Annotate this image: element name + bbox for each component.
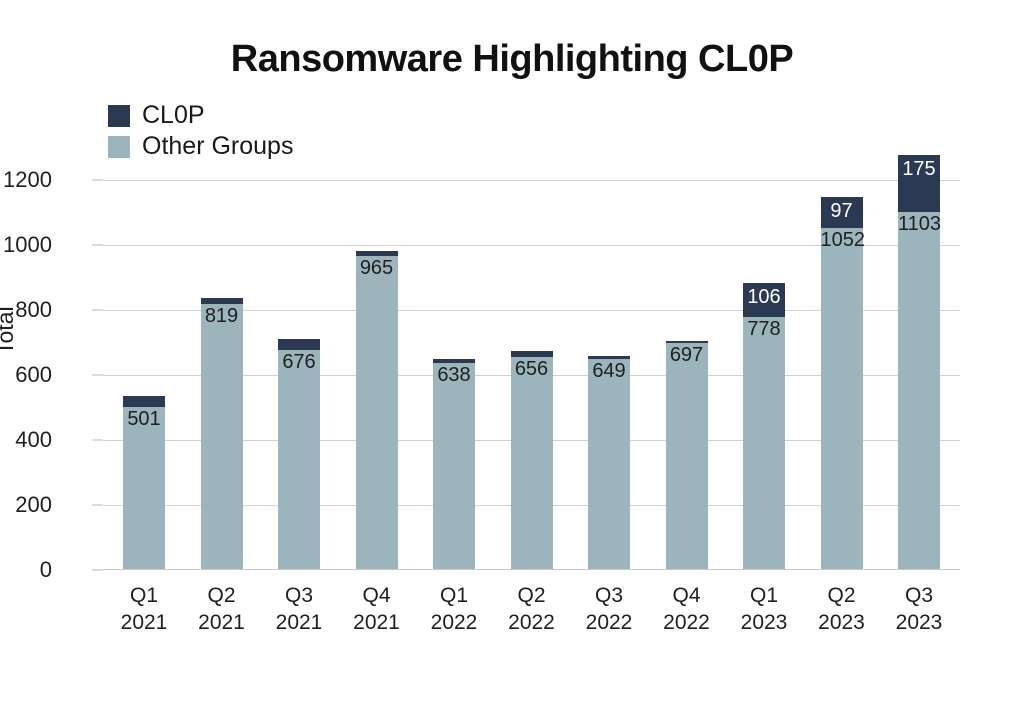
bar-segment-clop[interactable] — [510, 350, 553, 357]
x-axis-tick-label: Q3 2021 — [275, 584, 323, 634]
bar-segment-other-groups[interactable] — [665, 343, 708, 570]
x-axis-tick-label: Q1 2021 — [120, 584, 168, 634]
bar-segment-clop[interactable] — [898, 154, 940, 212]
legend-swatch-icon — [108, 135, 130, 158]
y-axis-tick-mark — [92, 309, 103, 311]
bar-segment-clop[interactable] — [355, 250, 398, 257]
x-axis-tick-label: Q3 2023 — [895, 584, 943, 634]
bar-segment-other-groups[interactable] — [820, 228, 863, 570]
y-axis-tick-mark — [92, 179, 103, 181]
bar-segment-other-groups[interactable] — [588, 359, 630, 570]
y-axis-tick-mark — [92, 374, 103, 376]
x-axis-tick-label: Q2 2022 — [508, 584, 555, 634]
bar-segment-clop[interactable] — [433, 358, 475, 363]
plot-area: 501 819 676 965 638 656 649 697 778 106 1052 97 1103… — [103, 154, 960, 570]
y-axis-tick-label: 200 — [15, 492, 52, 517]
legend-item-cl0p[interactable]: CL0P — [108, 100, 293, 131]
bar-segment-other-groups[interactable] — [355, 256, 398, 570]
y-axis-tick-label: 1200 — [3, 167, 52, 192]
x-axis-tick-label: Q2 2021 — [198, 584, 245, 634]
chart-title: Ransomware Highlighting CL0P — [230, 38, 794, 80]
y-axis-tick-mark — [92, 569, 103, 571]
y-axis-tick-label: 0 — [39, 557, 52, 582]
legend-swatch-icon — [108, 104, 130, 127]
bar-segment-clop[interactable] — [743, 282, 785, 318]
y-axis-tick-label: 400 — [15, 427, 52, 452]
legend-item-other-groups[interactable]: Other Groups — [108, 131, 293, 162]
x-axis-tick-label: Q2 2023 — [818, 584, 865, 634]
bar-segment-other-groups[interactable] — [510, 356, 553, 570]
bar-segment-other-groups[interactable] — [278, 350, 320, 570]
bar-segment-clop[interactable] — [665, 340, 708, 344]
bar-segment-other-groups[interactable] — [200, 303, 243, 570]
chart-legend: CL0P Other Groups — [108, 100, 293, 162]
x-axis-tick-label: Q4 2021 — [353, 584, 400, 634]
x-axis-baseline — [103, 569, 960, 570]
y-axis-tick-mark — [92, 439, 103, 441]
bar-segment-clop[interactable] — [123, 396, 165, 408]
y-axis-tick-label: 600 — [15, 362, 52, 387]
bar-segment-clop[interactable] — [588, 356, 630, 360]
bar-segment-other-groups[interactable] — [123, 407, 165, 570]
bar-segment-other-groups[interactable] — [743, 317, 785, 570]
legend-item-label: CL0P — [142, 101, 205, 129]
y-axis-tick-mark — [92, 504, 103, 506]
x-axis-tick-label: Q4 2022 — [663, 584, 710, 634]
x-axis-tick-label: Q3 2022 — [585, 584, 633, 634]
gridline — [103, 310, 960, 311]
bar-segment-other-groups[interactable] — [433, 362, 475, 570]
x-axis-tick-label: Q1 2023 — [740, 584, 788, 634]
bar-segment-clop[interactable] — [278, 339, 320, 351]
y-axis-tick-mark — [92, 244, 103, 246]
x-axis-tick-label: Q1 2022 — [430, 584, 478, 634]
y-axis-tick-label: 800 — [15, 297, 52, 322]
bar-segment-clop[interactable] — [200, 297, 243, 304]
legend-item-label: Other Groups — [142, 132, 294, 160]
bar-segment-clop[interactable] — [820, 196, 863, 229]
y-axis-tick-label: 1000 — [3, 232, 52, 257]
gridline — [103, 245, 960, 246]
gridline — [103, 180, 960, 181]
bar-segment-other-groups[interactable] — [898, 211, 940, 570]
